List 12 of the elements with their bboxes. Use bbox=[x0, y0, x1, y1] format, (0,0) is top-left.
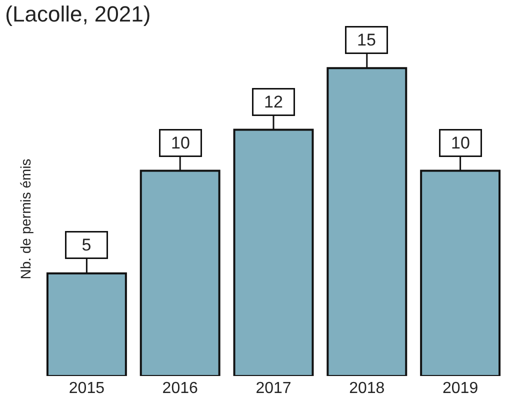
data-label: 10 bbox=[451, 134, 470, 152]
x-tick-label: 2018 bbox=[349, 380, 385, 397]
x-tick-label: 2015 bbox=[68, 380, 105, 397]
data-label: 12 bbox=[264, 92, 283, 112]
chart-title: (Lacolle, 2021) bbox=[5, 2, 151, 27]
data-label: 5 bbox=[82, 236, 92, 254]
x-tick-label: 2016 bbox=[162, 380, 198, 397]
x-tick-label: 2019 bbox=[442, 380, 478, 397]
data-label: 15 bbox=[357, 30, 376, 50]
x-tick-label: 2017 bbox=[256, 380, 292, 397]
y-axis-title: Nb. de permis émis bbox=[18, 158, 34, 280]
data-label: 10 bbox=[171, 134, 190, 152]
